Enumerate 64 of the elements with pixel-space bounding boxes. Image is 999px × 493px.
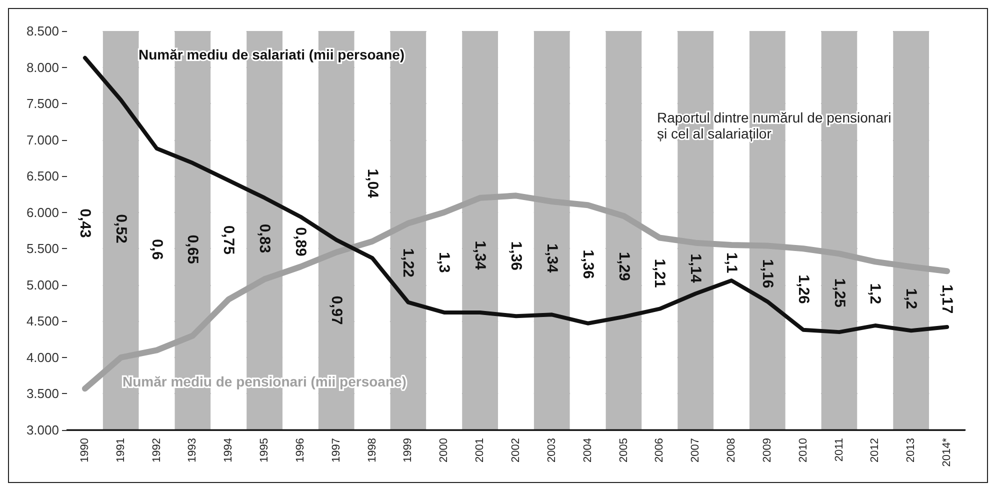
x-tick-label: 1994 xyxy=(222,438,235,462)
annotation: 1,2 xyxy=(866,283,884,304)
y-tick-label: 4.500 xyxy=(26,314,59,329)
annotation: 1,14 xyxy=(687,254,704,284)
x-tick-label: 2008 xyxy=(726,438,738,462)
annotation: 0,83 xyxy=(256,224,274,254)
x-tick-label: 1995 xyxy=(258,438,271,462)
x-tick-label: 1997 xyxy=(330,438,342,462)
annotation: 0,43 xyxy=(76,208,94,238)
annotation: 1,04 xyxy=(364,168,381,199)
annotation: 1,36 xyxy=(508,241,524,270)
annotation: 0,97 xyxy=(328,296,345,325)
x-tick-label: 2011 xyxy=(833,438,846,462)
y-tick-label: 4.000 xyxy=(26,350,59,365)
x-tick-label: 1999 xyxy=(402,438,414,462)
annotation: 1,36 xyxy=(579,250,596,279)
annotation: 1,22 xyxy=(400,248,417,278)
x-tick-label: 2007 xyxy=(690,438,702,462)
x-tick-label: 2001 xyxy=(474,438,486,462)
x-tick-label: 2005 xyxy=(618,438,630,462)
annotation: 1,29 xyxy=(615,252,632,282)
annotation: 1,1 xyxy=(723,252,740,274)
x-tick-label: 1992 xyxy=(150,438,163,462)
x-tick-label: 2000 xyxy=(438,438,450,462)
x-tick-label: 2010 xyxy=(797,438,810,462)
annotation: 0,52 xyxy=(112,214,130,244)
x-tick-label: 2012 xyxy=(869,438,882,462)
y-tick-label: 6.000 xyxy=(26,204,59,220)
annotation: 0,75 xyxy=(220,225,238,255)
x-tick-label: 2003 xyxy=(546,438,558,462)
x-tick-label: 2002 xyxy=(510,438,522,462)
annotation: 1,26 xyxy=(794,274,812,304)
y-tick-label: 7.500 xyxy=(26,96,59,112)
y-tick-label: 3.500 xyxy=(26,386,59,402)
annotation: 1,34 xyxy=(472,240,489,270)
annotation: 0,89 xyxy=(292,227,309,256)
x-tick-label: 1991 xyxy=(114,438,127,462)
text: Număr mediu de salariati (mii persoane) xyxy=(138,46,405,62)
annotation: Raportul dintre numărul de pensionari și cel al salariaților xyxy=(657,110,896,142)
x-tick-label: 2014* xyxy=(941,437,954,467)
annotation: 1,21 xyxy=(651,258,668,288)
x-tick-label: 2009 xyxy=(761,438,774,462)
x-tick-label: 1990 xyxy=(78,438,91,462)
annotation: 1,34 xyxy=(543,243,560,274)
y-tick-label: 7.000 xyxy=(26,132,59,148)
y-tick-label: 5.500 xyxy=(26,241,59,256)
x-tick-label: 1993 xyxy=(186,438,199,462)
annotation: 0,6 xyxy=(148,238,166,260)
x-tick-label: 1996 xyxy=(294,438,306,462)
y-tick-label: 8.000 xyxy=(26,60,59,75)
y-tick-label: 8.500 xyxy=(26,24,59,38)
annotation: 0,65 xyxy=(184,234,202,264)
y-tick-label: 5.000 xyxy=(26,277,59,292)
x-tick-label: 1998 xyxy=(366,438,378,462)
annotation: 1,3 xyxy=(436,252,453,273)
annotation: 1,2 xyxy=(902,288,920,310)
x-tick-label: 2006 xyxy=(654,438,666,462)
annotation: 1,16 xyxy=(758,259,776,288)
y-tick-label: 6.500 xyxy=(26,168,59,184)
annotation: 1,17 xyxy=(938,284,956,314)
x-tick-label: 2004 xyxy=(582,438,594,462)
annotation: 1,25 xyxy=(830,278,848,308)
x-tick-label: 2013 xyxy=(905,438,918,462)
y-tick-label: 3.000 xyxy=(26,422,59,438)
